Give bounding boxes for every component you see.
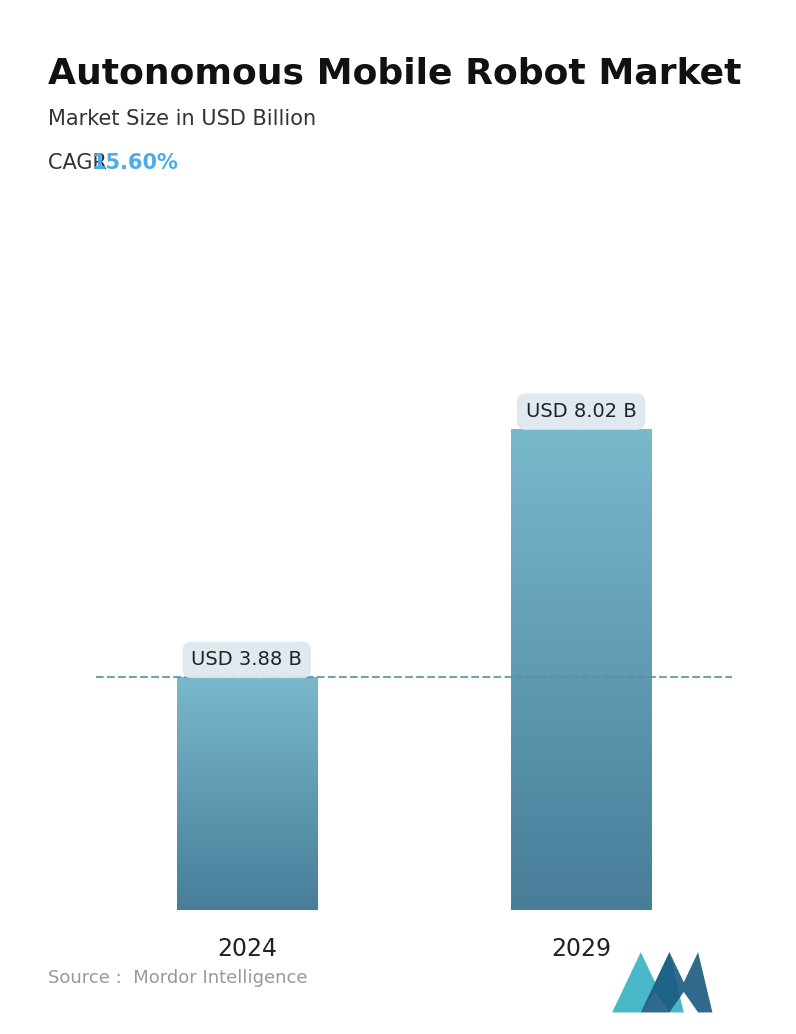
Text: USD 3.88 B: USD 3.88 B	[191, 650, 302, 669]
Text: USD 8.02 B: USD 8.02 B	[525, 402, 637, 421]
Text: Market Size in USD Billion: Market Size in USD Billion	[48, 109, 316, 128]
Text: Source :  Mordor Intelligence: Source : Mordor Intelligence	[48, 970, 307, 987]
Text: Autonomous Mobile Robot Market: Autonomous Mobile Robot Market	[48, 57, 741, 91]
Text: CAGR: CAGR	[48, 153, 120, 173]
Text: 2029: 2029	[551, 937, 611, 961]
Polygon shape	[641, 952, 712, 1012]
Polygon shape	[612, 952, 684, 1012]
Text: 2024: 2024	[217, 937, 277, 961]
Text: 15.60%: 15.60%	[92, 153, 178, 173]
